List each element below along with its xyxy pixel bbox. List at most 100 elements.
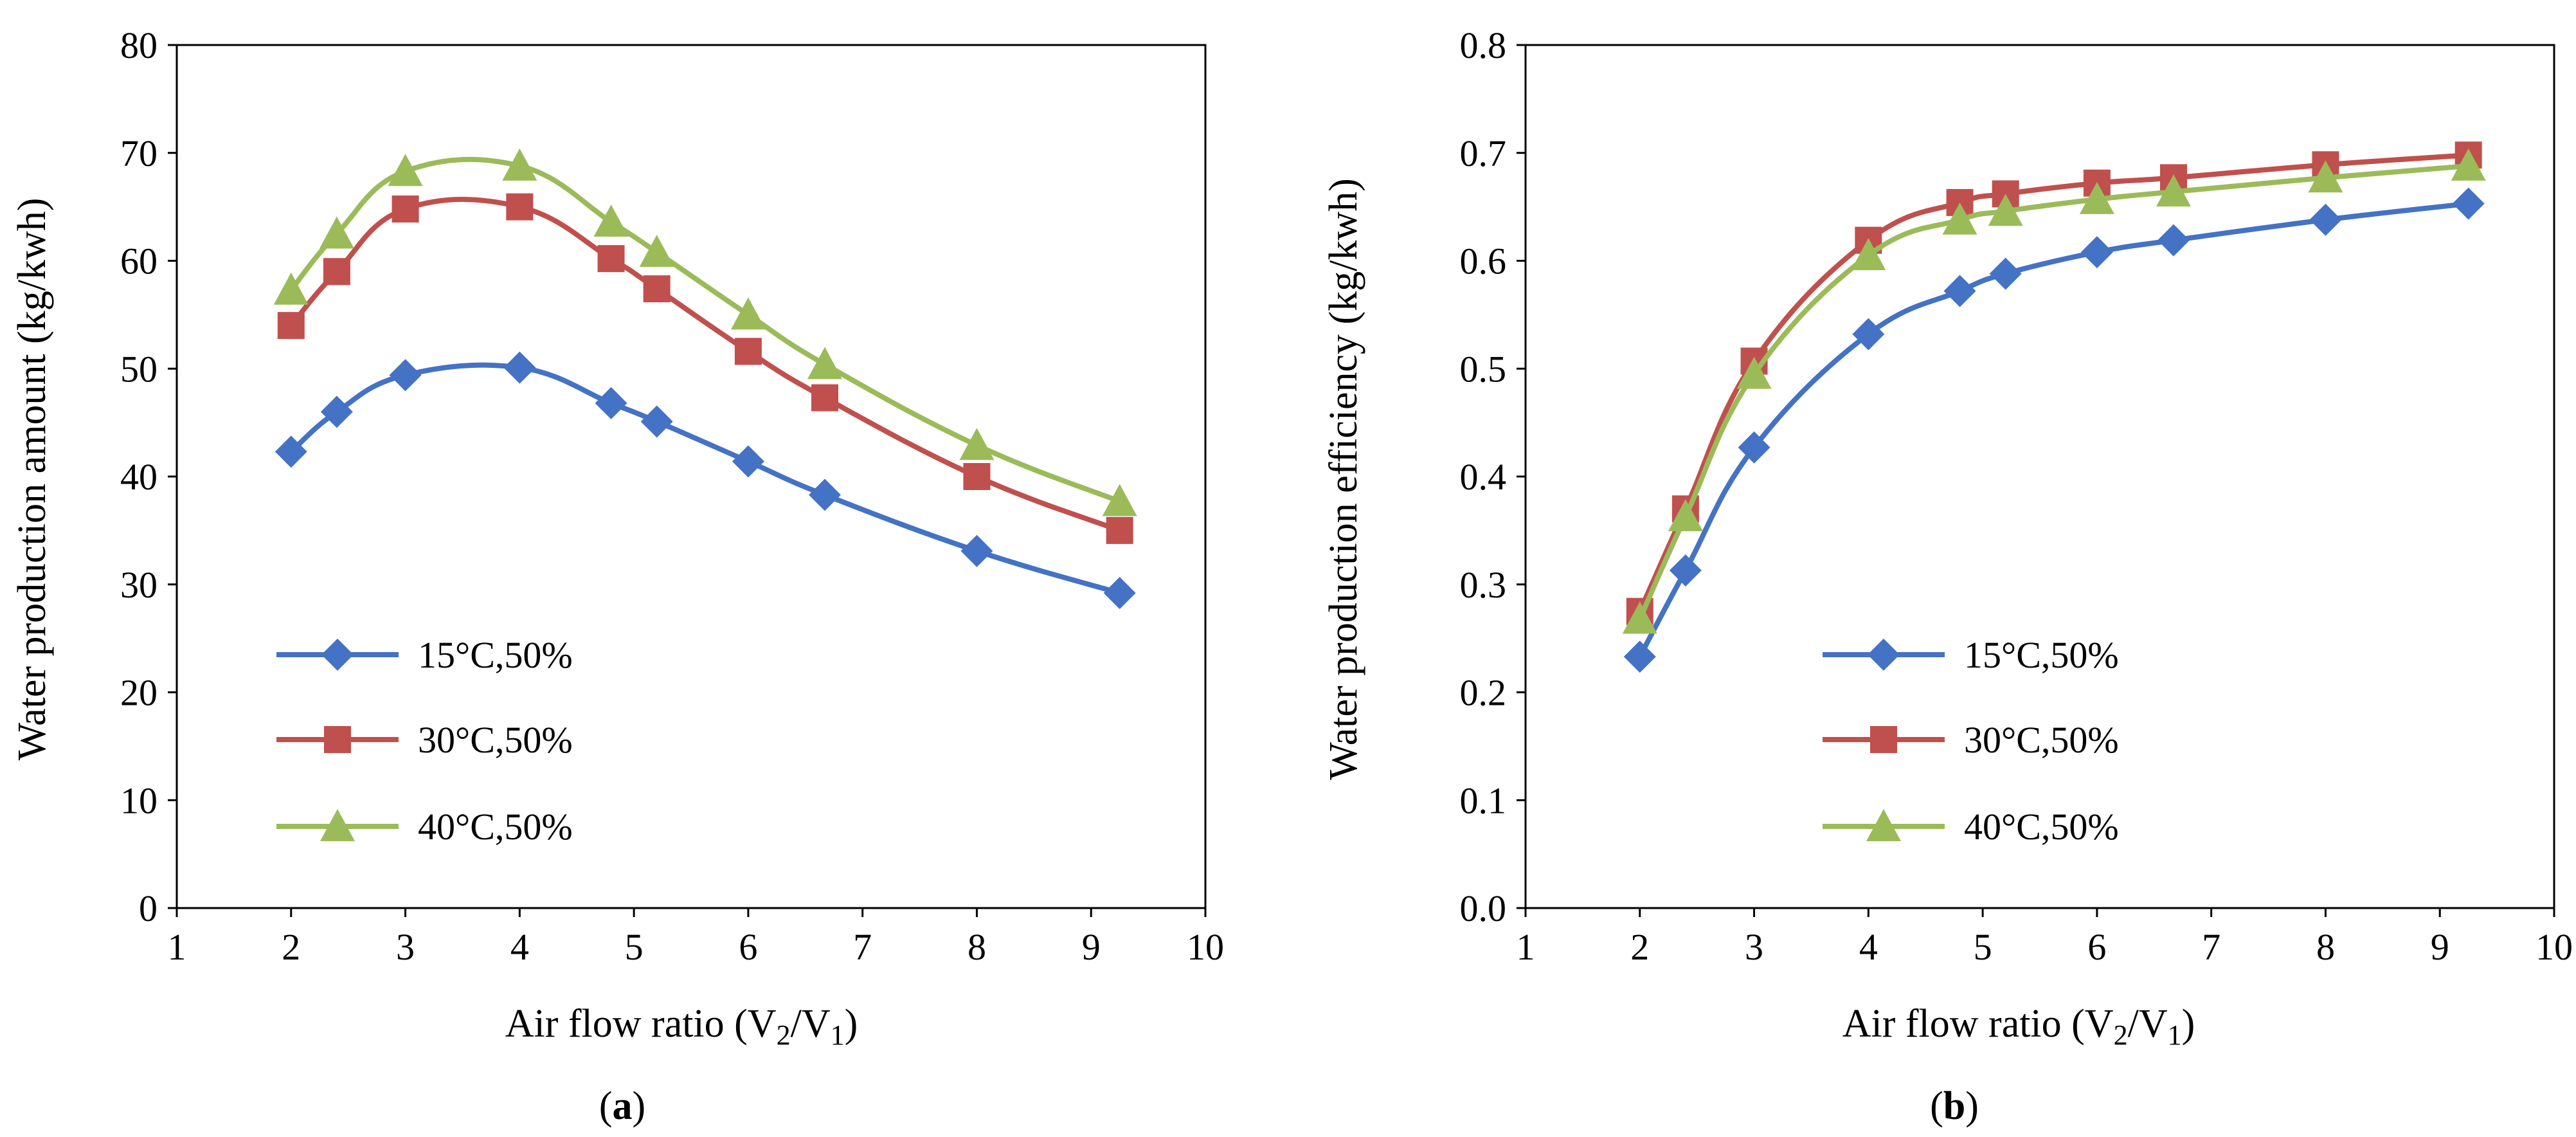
- x-tick-label: 9: [2431, 926, 2449, 968]
- data-point: [502, 148, 537, 181]
- x-axis-label-sub2: 1: [831, 1019, 845, 1051]
- y-axis-label: Water production efficiency (kg/kwh): [1322, 178, 1365, 780]
- x-tick-label: 10: [2535, 926, 2573, 968]
- x-tick-label: 4: [1859, 926, 1878, 968]
- x-axis-label-sub1: 2: [777, 1019, 791, 1051]
- x-tick-label: 2: [1630, 926, 1649, 968]
- legend-marker: [1866, 809, 1901, 841]
- y-tick-label: 0.4: [1460, 456, 1507, 498]
- x-tick-label: 8: [2316, 926, 2335, 968]
- y-tick-label: 0.5: [1460, 348, 1507, 390]
- data-point: [1989, 257, 2022, 290]
- data-point: [1668, 499, 1703, 532]
- data-point: [1852, 318, 1885, 350]
- x-axis-label: Air flow ratio (V2/V1): [505, 1002, 858, 1051]
- series-line: [1637, 152, 2469, 613]
- x-axis-label-mid: /V: [791, 1002, 831, 1046]
- panel-label: (b): [1930, 1084, 1979, 1128]
- legend-item: 30°C,50%: [276, 719, 573, 761]
- data-point: [595, 387, 627, 419]
- series-diamond: [1623, 187, 2485, 673]
- y-tick-label: 0.1: [1460, 779, 1507, 821]
- data-point: [960, 534, 993, 567]
- data-point: [2079, 181, 2114, 214]
- legend-marker: [1868, 639, 1900, 671]
- data-point: [2451, 148, 2486, 181]
- series-line: [1637, 201, 2469, 659]
- y-tick-label: 50: [120, 348, 158, 390]
- x-tick-label: 10: [1187, 926, 1224, 968]
- x-tick-label: 3: [396, 926, 415, 968]
- legend-item: 15°C,50%: [1823, 634, 2119, 676]
- y-tick-label: 0: [139, 887, 158, 929]
- legend-label: 30°C,50%: [418, 719, 573, 761]
- x-tick-label: 5: [625, 926, 644, 968]
- data-point: [730, 297, 766, 330]
- data-point: [275, 435, 307, 468]
- series-line: [289, 156, 1121, 504]
- data-point: [1736, 356, 1772, 389]
- series-square: [277, 193, 1133, 544]
- plot-area: 0.0 0.1 0.2 0.3 0.4 0.5 0.6 0.7 0.8 1 2 3 4 5 6 7 8 9 10 15…: [1460, 24, 2573, 968]
- y-tick-label: 0.0: [1460, 887, 1507, 929]
- data-point: [640, 405, 673, 438]
- data-point: [2308, 160, 2343, 193]
- data-point: [807, 347, 842, 379]
- data-point: [1622, 601, 1657, 634]
- x-tick-label: 9: [1082, 926, 1101, 968]
- legend: 15°C,50% 30°C,50% 40°C,50%: [1823, 634, 2119, 848]
- x-axis-label-sub2: 1: [2168, 1019, 2182, 1051]
- chart-panel-b: Water production efficiency (kg/kwh) Air…: [1322, 24, 2573, 1128]
- data-point: [323, 258, 350, 286]
- data-point: [1988, 194, 2023, 226]
- data-point: [734, 338, 762, 365]
- x-tick-label: 2: [282, 926, 300, 968]
- y-tick-label: 80: [120, 24, 158, 66]
- series-diamond: [275, 351, 1136, 610]
- x-tick-label: 6: [739, 926, 757, 968]
- y-tick-label: 10: [120, 779, 158, 821]
- series-line: [1637, 163, 2469, 621]
- x-axis-label-main: Air flow ratio (V: [505, 1002, 777, 1046]
- x-axis-label-end: ): [845, 1002, 858, 1046]
- legend-marker: [1870, 726, 1897, 753]
- data-point: [503, 351, 536, 384]
- x-axis-label: Air flow ratio (V2/V1): [1842, 1002, 2195, 1051]
- data-point: [1103, 577, 1136, 610]
- panel-label: (a): [599, 1084, 645, 1128]
- legend-item: 15°C,50%: [276, 634, 573, 676]
- x-tick-label: 6: [2087, 926, 2106, 968]
- data-point: [639, 235, 674, 268]
- x-tick-label: 7: [853, 926, 872, 968]
- legend-marker: [324, 726, 351, 753]
- data-point: [2156, 174, 2191, 207]
- y-tick-label: 40: [120, 456, 158, 498]
- data-point: [1738, 431, 1770, 464]
- data-point: [320, 396, 353, 428]
- series-triangle: [1622, 148, 2486, 634]
- data-point: [319, 216, 354, 249]
- data-point: [1106, 516, 1133, 544]
- data-point: [273, 272, 309, 305]
- data-point: [388, 154, 423, 186]
- y-tick-label: 0.7: [1460, 132, 1507, 174]
- legend-label: 30°C,50%: [1964, 719, 2119, 761]
- data-point: [593, 205, 629, 237]
- data-point: [389, 359, 422, 392]
- data-point: [811, 384, 838, 412]
- data-point: [643, 275, 671, 303]
- data-point: [1851, 238, 1886, 271]
- y-tick-label: 0.6: [1460, 241, 1507, 282]
- x-tick-label: 4: [510, 926, 529, 968]
- data-point: [597, 245, 625, 273]
- data-point: [506, 193, 534, 221]
- data-point: [963, 463, 991, 490]
- data-point: [1102, 484, 1137, 516]
- legend-label: 40°C,50%: [418, 806, 573, 848]
- x-axis-label-end: ): [2182, 1002, 2195, 1046]
- series-triangle: [273, 148, 1137, 516]
- data-point: [732, 445, 764, 478]
- x-tick-label: 7: [2202, 926, 2220, 968]
- panel-letter: a: [613, 1084, 633, 1128]
